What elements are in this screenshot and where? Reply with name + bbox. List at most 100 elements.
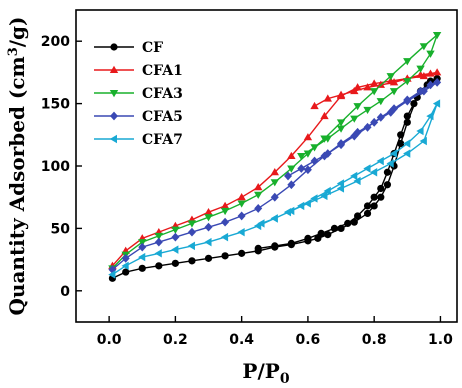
data-point (403, 112, 411, 120)
data-point (254, 183, 263, 191)
data-point (287, 180, 296, 190)
x-axis-title-subscript: 0 (280, 371, 290, 387)
data-point (376, 112, 385, 122)
data-point (416, 86, 425, 96)
data-point (363, 202, 372, 210)
data-point (397, 131, 405, 139)
legend-item-cfa1: CFA1 (94, 63, 183, 79)
data-point (187, 227, 196, 237)
data-point (254, 191, 263, 199)
data-point (297, 164, 306, 173)
data-point (254, 204, 263, 213)
data-point (270, 168, 279, 176)
data-point (389, 149, 398, 158)
data-point (310, 101, 319, 110)
data-point (323, 135, 332, 143)
data-point (336, 179, 345, 188)
x-tick-label: 0.6 (296, 332, 321, 348)
data-point (297, 153, 306, 161)
data-point (171, 259, 179, 267)
data-point (426, 111, 434, 121)
data-point (363, 164, 371, 173)
data-point (323, 186, 331, 196)
x-axis-ticks: 0.0 0.2 0.4 0.6 0.8 1.0 (97, 316, 453, 348)
data-point (323, 149, 332, 158)
y-axis-title-main: Quantity Adsorbed (cm (5, 56, 29, 315)
data-point (287, 151, 296, 160)
data-point (350, 218, 358, 226)
data-point (403, 95, 412, 105)
data-point (283, 207, 292, 217)
data-point (284, 171, 293, 181)
legend-label: CF (142, 40, 163, 56)
data-point (237, 211, 246, 221)
data-point (350, 171, 358, 181)
y-axis-title-end: /g) (5, 16, 29, 47)
data-point (383, 168, 392, 176)
data-point (154, 249, 162, 258)
data-point (369, 88, 379, 96)
y-tick-label: 200 (41, 34, 70, 50)
data-point (403, 58, 412, 66)
y-axis-ticks: 0 50 100 150 200 (41, 34, 82, 300)
data-point (323, 94, 332, 102)
data-point (337, 140, 346, 150)
data-point (303, 150, 313, 158)
data-point (369, 79, 379, 87)
data-point (353, 103, 362, 111)
data-point (353, 176, 361, 186)
data-point (354, 212, 362, 220)
data-point (221, 252, 229, 260)
x-tick-label: 0.8 (362, 332, 387, 348)
data-point (297, 201, 305, 211)
data-point (270, 179, 279, 187)
data-point (350, 115, 359, 123)
legend: CF CFA1 CFA3 CFA5 CFA7 (94, 40, 183, 148)
data-point (254, 244, 262, 252)
data-point (363, 209, 372, 218)
x-axis-title-main: P/P (242, 359, 279, 383)
data-point (138, 264, 146, 272)
data-point (369, 168, 378, 177)
data-point (320, 151, 329, 161)
data-point (138, 242, 147, 252)
data-point (376, 156, 384, 166)
data-point (370, 193, 378, 201)
legend-label: CFA3 (142, 86, 183, 102)
y-tick-label: 100 (41, 159, 70, 175)
data-point (204, 254, 213, 262)
data-point (370, 117, 379, 127)
data-point (303, 199, 311, 208)
x-axis-title: P/P0 (242, 359, 289, 387)
data-point (138, 252, 146, 262)
legend-marker (110, 111, 118, 121)
data-point (324, 231, 332, 239)
data-point (237, 200, 246, 208)
data-point (337, 224, 345, 232)
data-point (310, 194, 318, 203)
data-point (271, 242, 279, 250)
data-point (390, 104, 399, 113)
legend-marker (109, 65, 119, 73)
data-point (187, 241, 195, 251)
data-point (155, 262, 163, 270)
data-point (304, 234, 312, 242)
data-point (154, 237, 163, 247)
data-point (403, 78, 412, 86)
data-point (336, 119, 346, 127)
data-point (419, 136, 427, 146)
data-point (287, 239, 295, 247)
data-point (238, 249, 246, 257)
data-point (432, 68, 442, 76)
data-point (171, 245, 179, 254)
data-point (320, 191, 328, 201)
data-point (370, 202, 378, 210)
data-point (376, 98, 385, 106)
data-point (237, 227, 245, 237)
y-tick-label: 50 (51, 221, 71, 237)
data-point (403, 149, 411, 158)
data-point (353, 83, 362, 91)
data-point (237, 193, 246, 201)
data-point (377, 193, 385, 201)
